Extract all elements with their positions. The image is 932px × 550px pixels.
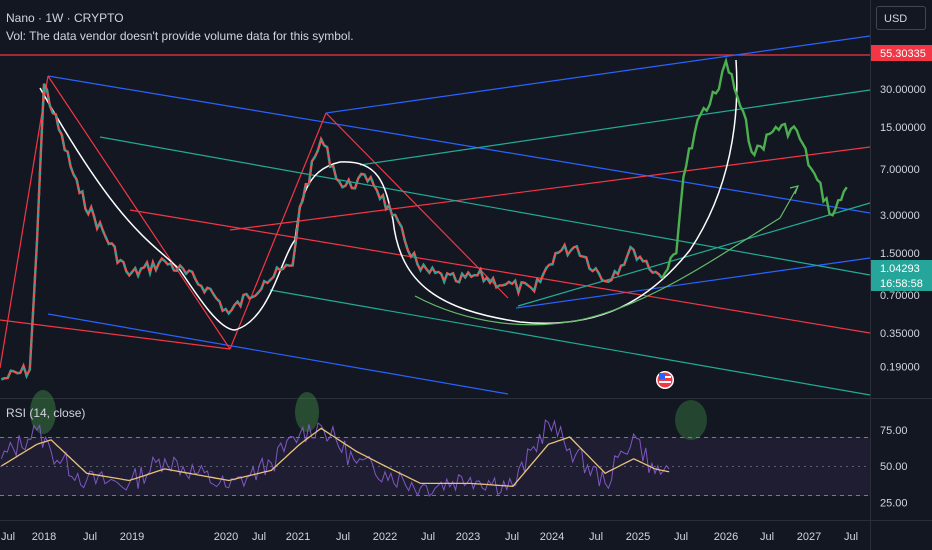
countdown-price-badge-bg bbox=[871, 275, 932, 291]
time-axis-tick: 2026 bbox=[714, 531, 738, 543]
time-axis-tick: Jul bbox=[589, 531, 603, 543]
price-axis-tick: 0.19000 bbox=[880, 361, 920, 373]
blue-channel-upper-line[interactable] bbox=[47, 75, 871, 214]
time-axis-tick: Jul bbox=[674, 531, 688, 543]
green-fan-line-1[interactable] bbox=[99, 136, 871, 276]
time-axis-tick: 2023 bbox=[456, 531, 480, 543]
projection-arrowhead[interactable] bbox=[789, 185, 799, 195]
time-axis-tick: Jul bbox=[844, 531, 858, 543]
price-axis-tick: 15.00000 bbox=[880, 122, 926, 134]
currency-button[interactable]: USD bbox=[876, 6, 926, 30]
chart-title: Nano · 1W · CRYPTO bbox=[6, 11, 124, 25]
rsi-indicator-label[interactable]: RSI (14, close) bbox=[6, 406, 86, 420]
rsi-highlight-3 bbox=[675, 400, 707, 440]
time-axis-tick: Jul bbox=[505, 531, 519, 543]
price-axis-tick: 0.35000 bbox=[880, 328, 920, 340]
rsi-axis-tick: 25.00 bbox=[880, 497, 908, 509]
blue-rising-lower-line[interactable] bbox=[515, 257, 871, 309]
level-price-badge-bg bbox=[871, 45, 932, 61]
price-axis-tick: 0.70000 bbox=[880, 290, 920, 302]
level-price-badge: 55.30335 bbox=[880, 48, 926, 60]
time-axis-tick: Jul bbox=[421, 531, 435, 543]
time-axis-tick: Jul bbox=[336, 531, 350, 543]
green-fan-line-4[interactable] bbox=[517, 202, 871, 307]
rsi-axis-tick: 50.00 bbox=[880, 461, 908, 473]
time-axis-tick: 2027 bbox=[797, 531, 821, 543]
red-fan-line-3[interactable] bbox=[325, 112, 509, 299]
green-fan-line-3[interactable] bbox=[269, 289, 871, 396]
red-channel-lower-line[interactable] bbox=[129, 209, 871, 334]
red-fan-line-4[interactable] bbox=[0, 75, 49, 369]
time-axis-tick: 2019 bbox=[120, 531, 144, 543]
countdown-price-badge: 16:58:58 bbox=[880, 278, 923, 290]
forecast-path-curve[interactable] bbox=[414, 217, 781, 326]
rsi-ma-line[interactable] bbox=[1, 427, 670, 487]
time-axis-tick: Jul bbox=[760, 531, 774, 543]
rsi-highlight-1 bbox=[30, 390, 56, 434]
red-fan-line-1[interactable] bbox=[47, 75, 231, 350]
rsi-axis-tick: 75.00 bbox=[880, 425, 908, 437]
projection-arrow-line[interactable] bbox=[779, 185, 799, 219]
time-axis-tick: 2018 bbox=[32, 531, 56, 543]
time-axis-tick: 2020 bbox=[214, 531, 238, 543]
price-series-line[interactable] bbox=[0, 83, 664, 381]
rsi-highlight-2 bbox=[295, 392, 319, 432]
price-axis-tick: 3.00000 bbox=[880, 210, 920, 222]
price-axis-tick: 1.50000 bbox=[880, 248, 920, 260]
blue-channel-lower-line[interactable] bbox=[47, 313, 509, 395]
time-axis-tick: Jul bbox=[252, 531, 266, 543]
time-axis-tick: 2024 bbox=[540, 531, 564, 543]
last-price-badge: 1.04293 bbox=[880, 263, 920, 275]
time-axis-tick: 2021 bbox=[286, 531, 310, 543]
time-axis-tick: 2022 bbox=[373, 531, 397, 543]
red-rising-line[interactable] bbox=[229, 146, 871, 231]
price-axis-tick: 7.00000 bbox=[880, 164, 920, 176]
volume-note: Vol: The data vendor doesn't provide vol… bbox=[6, 29, 354, 43]
green-fan-line-2[interactable] bbox=[359, 89, 871, 166]
forecast-price-line[interactable] bbox=[661, 56, 848, 279]
last-price-badge-bg bbox=[871, 260, 932, 276]
rsi-line[interactable] bbox=[0, 419, 670, 497]
time-axis-tick: Jul bbox=[83, 531, 97, 543]
red-lower-fan-line[interactable] bbox=[0, 319, 231, 350]
price-axis-tick: 30.00000 bbox=[880, 84, 926, 96]
us-flag-icon[interactable] bbox=[656, 371, 674, 389]
time-axis-tick: 2025 bbox=[626, 531, 650, 543]
blue-rising-upper-line[interactable] bbox=[325, 35, 871, 114]
cup-curve[interactable] bbox=[39, 59, 738, 331]
red-fan-line-2[interactable] bbox=[229, 112, 327, 350]
time-axis-tick: Jul bbox=[1, 531, 15, 543]
